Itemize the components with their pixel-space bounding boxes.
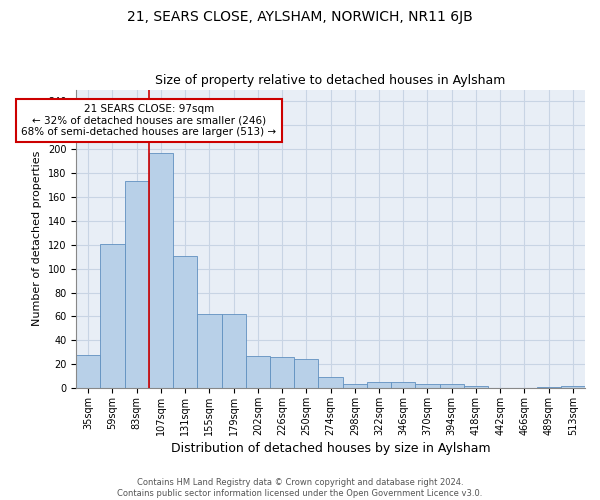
Bar	[440, 384, 464, 388]
Text: 21, SEARS CLOSE, AYLSHAM, NORWICH, NR11 6JB: 21, SEARS CLOSE, AYLSHAM, NORWICH, NR11 …	[127, 10, 473, 24]
Bar	[197, 314, 221, 388]
Bar	[343, 384, 367, 388]
Bar	[536, 387, 561, 388]
Bar	[561, 386, 585, 388]
Bar	[319, 378, 343, 388]
Bar	[246, 356, 270, 388]
Bar	[125, 182, 149, 388]
X-axis label: Distribution of detached houses by size in Aylsham: Distribution of detached houses by size …	[171, 442, 490, 455]
Bar	[173, 256, 197, 388]
Bar	[415, 384, 440, 388]
Bar	[270, 357, 294, 388]
Bar	[464, 386, 488, 388]
Bar	[76, 354, 100, 388]
Y-axis label: Number of detached properties: Number of detached properties	[32, 151, 42, 326]
Text: Contains HM Land Registry data © Crown copyright and database right 2024.
Contai: Contains HM Land Registry data © Crown c…	[118, 478, 482, 498]
Bar	[100, 244, 125, 388]
Bar	[367, 382, 391, 388]
Bar	[221, 314, 246, 388]
Bar	[149, 153, 173, 388]
Text: 21 SEARS CLOSE: 97sqm
← 32% of detached houses are smaller (246)
68% of semi-det: 21 SEARS CLOSE: 97sqm ← 32% of detached …	[21, 104, 277, 137]
Bar	[294, 360, 319, 388]
Bar	[391, 382, 415, 388]
Title: Size of property relative to detached houses in Aylsham: Size of property relative to detached ho…	[155, 74, 506, 87]
